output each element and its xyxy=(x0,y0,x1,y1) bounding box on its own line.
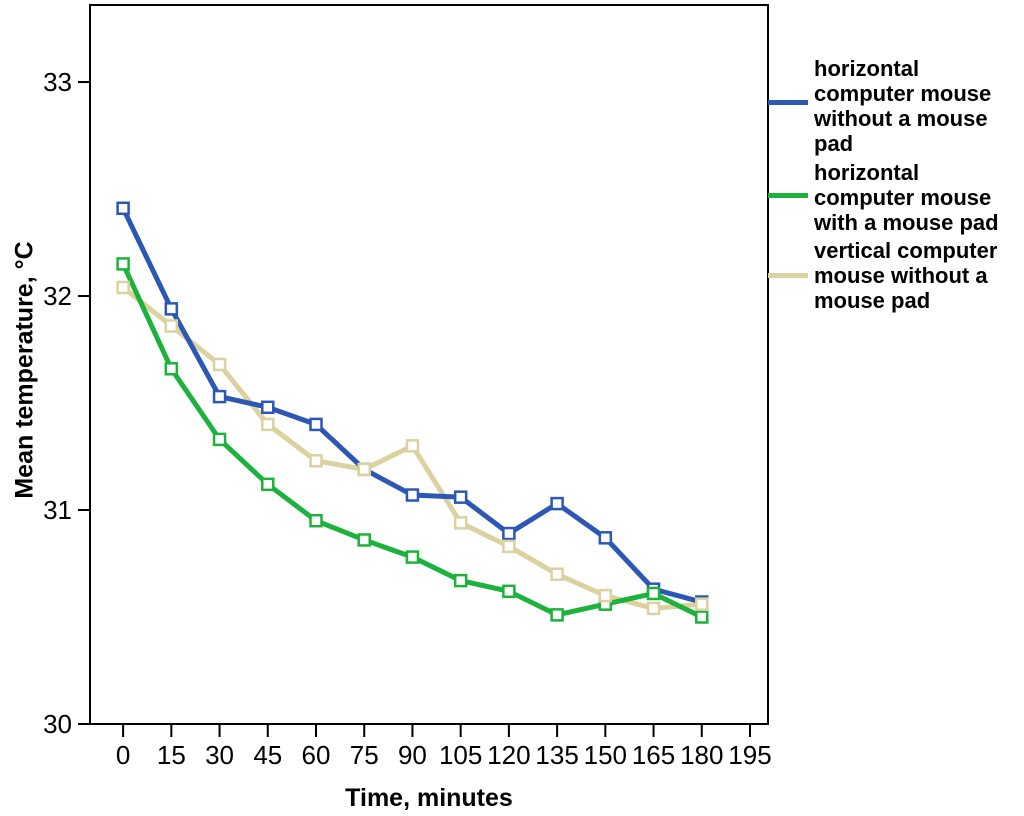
data-point-marker xyxy=(646,586,661,601)
x-tick-label: 120 xyxy=(487,740,530,770)
x-tick-label: 150 xyxy=(584,740,627,770)
data-point-marker xyxy=(261,417,275,432)
data-point-marker xyxy=(261,400,275,415)
data-point-marker xyxy=(212,389,227,404)
x-tick-label: 45 xyxy=(253,740,282,770)
data-point-marker xyxy=(502,526,516,541)
y-tick-label: 31 xyxy=(43,495,72,525)
y-tick-label: 32 xyxy=(43,281,72,311)
y-tick-label: 30 xyxy=(43,709,72,739)
data-point-marker xyxy=(550,608,564,622)
x-tick-label: 135 xyxy=(535,740,578,770)
x-tick-label: 105 xyxy=(439,740,482,770)
data-point-marker xyxy=(598,588,613,603)
x-tick-label: 60 xyxy=(302,740,331,770)
data-point-marker xyxy=(309,513,323,528)
data-point-marker xyxy=(405,488,420,502)
data-point-marker xyxy=(453,490,468,504)
data-point-marker xyxy=(309,417,323,432)
data-point-marker xyxy=(405,439,420,453)
data-point-marker xyxy=(261,477,275,492)
x-tick-label: 180 xyxy=(680,740,723,770)
y-tick-label: 33 xyxy=(43,67,72,97)
x-tick-label: 90 xyxy=(398,740,427,770)
data-point-marker xyxy=(357,533,371,547)
data-point-marker xyxy=(550,567,564,581)
plot-frame xyxy=(89,4,769,725)
x-tick-label: 0 xyxy=(116,740,130,770)
data-point-marker xyxy=(164,362,179,376)
y-axis-title: Mean temperature, °C xyxy=(10,241,39,499)
x-tick-label: 195 xyxy=(728,740,771,770)
x-tick-label: 165 xyxy=(632,740,675,770)
x-tick-label: 30 xyxy=(205,740,234,770)
data-point-marker xyxy=(116,257,130,271)
data-point-marker xyxy=(405,550,420,564)
data-point-marker xyxy=(598,531,613,545)
data-point-marker xyxy=(309,454,323,468)
data-point-marker xyxy=(116,280,130,295)
data-point-marker xyxy=(550,496,564,511)
data-point-marker xyxy=(453,516,468,530)
data-point-marker xyxy=(502,584,516,599)
data-point-marker xyxy=(212,357,227,372)
series-line-0 xyxy=(120,207,703,605)
x-tick-label: 75 xyxy=(350,740,379,770)
x-tick-label: 15 xyxy=(157,740,186,770)
data-point-marker xyxy=(695,610,709,624)
data-point-marker xyxy=(164,319,179,333)
data-point-marker xyxy=(646,601,661,616)
data-point-marker xyxy=(453,573,468,588)
data-point-marker xyxy=(164,302,179,316)
data-point-marker xyxy=(357,462,371,477)
data-point-marker xyxy=(212,432,227,447)
data-point-marker xyxy=(116,201,130,216)
data-point-marker xyxy=(695,597,709,611)
x-axis-title: Time, minutes xyxy=(345,784,513,812)
data-point-marker xyxy=(502,539,516,554)
